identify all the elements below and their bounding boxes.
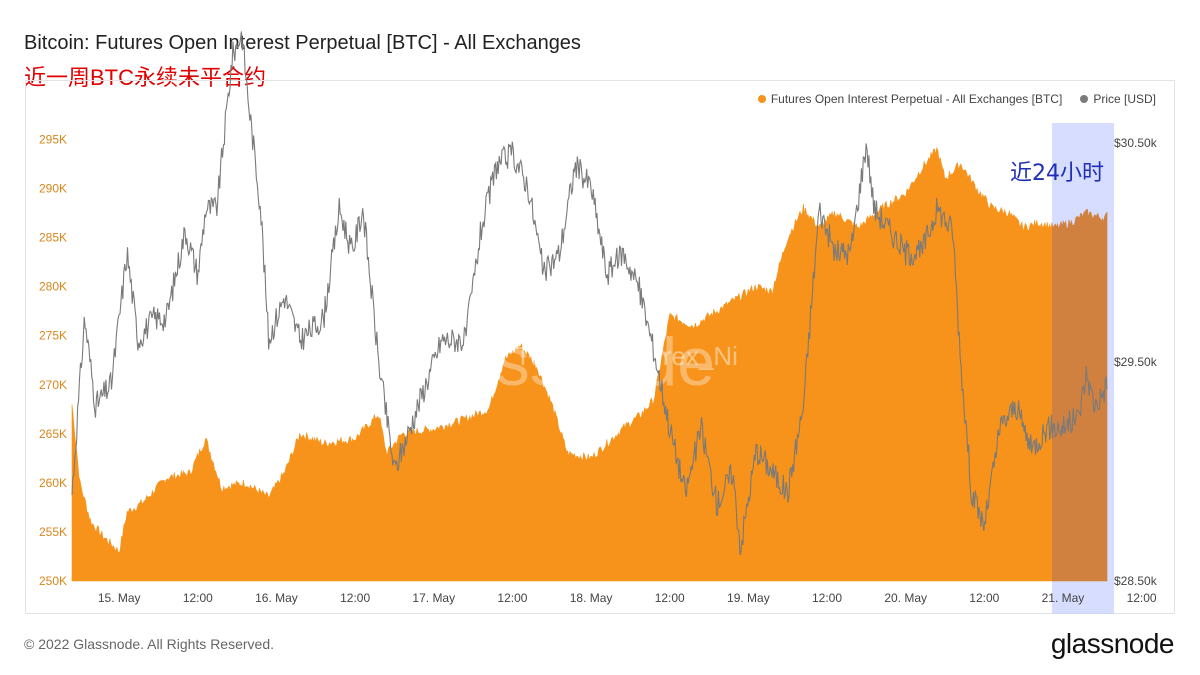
- y-left-tick-label: 250K: [39, 574, 67, 588]
- oi-series-area-highlighted: [1051, 208, 1108, 582]
- y-left-tick-label: 290K: [39, 182, 67, 196]
- chart-subtitle-annotation: 近一周BTC永续未平合约: [24, 65, 267, 90]
- y-left-tick-label: 255K: [39, 525, 67, 539]
- x-tick-label: 20. May: [884, 591, 927, 605]
- x-tick-label: 16. May: [255, 591, 298, 605]
- legend-item-price[interactable]: Price [USD]: [1080, 92, 1156, 106]
- y-left-tick-label: 295K: [39, 132, 67, 146]
- x-tick-label: 12:00: [1127, 591, 1157, 605]
- glassnode-logo: glassnode: [1050, 628, 1175, 659]
- legend-price-label: Price [USD]: [1093, 92, 1156, 106]
- y-left-tick-label: 270K: [39, 378, 67, 392]
- legend-oi-dot-icon: [757, 95, 766, 103]
- price-series-line: [71, 31, 1108, 556]
- x-tick-label: 17. May: [412, 591, 455, 605]
- legend-item-oi[interactable]: Futures Open Interest Perpetual - All Ex…: [757, 92, 1063, 106]
- legend-oi-label: Futures Open Interest Perpetual - All Ex…: [770, 92, 1063, 106]
- y-left-tick-label: 260K: [39, 476, 67, 490]
- x-tick-label: 12:00: [655, 591, 685, 605]
- y-right-tick-label: $28.50k: [1114, 574, 1158, 588]
- y-left-tick-label: 285K: [39, 231, 67, 245]
- y-left-tick-label: 280K: [39, 280, 67, 294]
- legend: Futures Open Interest Perpetual - All Ex…: [757, 92, 1156, 106]
- x-tick-label: 12:00: [340, 591, 370, 605]
- x-tick-label: 12:00: [812, 591, 842, 605]
- x-tick-label: 12:00: [497, 591, 527, 605]
- watermark-twitter: Twitter@Phyrex_Ni: [515, 341, 738, 371]
- y-right-tick-label: $30.50k: [1114, 136, 1158, 150]
- y-left-tick-label: 265K: [39, 427, 67, 441]
- annotation-last-24h: 近24小时: [1010, 161, 1104, 186]
- chart-title: Bitcoin: Futures Open Interest Perpetual…: [24, 32, 581, 54]
- x-tick-label: 19. May: [727, 591, 770, 605]
- x-tick-label: 21. May: [1042, 591, 1085, 605]
- y-right-tick-label: $29.50k: [1114, 355, 1158, 369]
- x-tick-label: 18. May: [570, 591, 613, 605]
- x-tick-label: 12:00: [183, 591, 213, 605]
- y-left-tick-label: 275K: [39, 329, 67, 343]
- x-tick-label: 15. May: [98, 591, 141, 605]
- chart-frame: [25, 80, 1175, 614]
- legend-price-dot-icon: [1080, 95, 1089, 103]
- watermark-logo: glassnode: [405, 324, 715, 400]
- copyright-text: © 2022 Glassnode. All Rights Reserved.: [24, 636, 275, 652]
- x-tick-label: 12:00: [969, 591, 999, 605]
